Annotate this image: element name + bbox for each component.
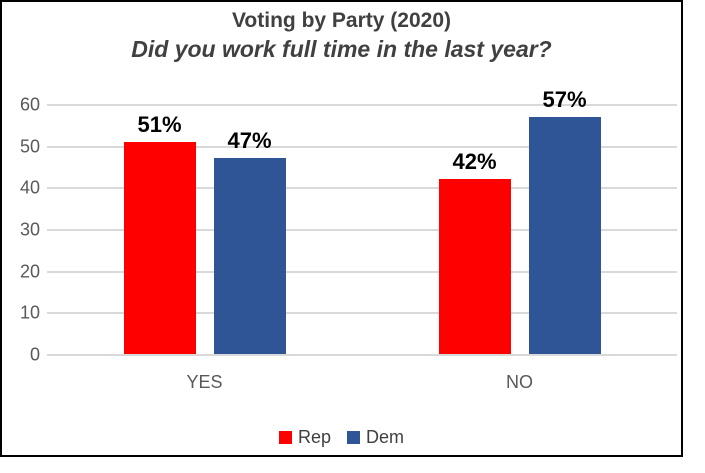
data-label-dem-yes: 47% bbox=[227, 128, 272, 154]
data-label-dem-no: 57% bbox=[542, 86, 587, 112]
legend-item-rep: Rep bbox=[278, 427, 331, 448]
gridline-30 bbox=[47, 229, 677, 231]
y-tick-label-60: 60 bbox=[19, 94, 40, 115]
data-label-rep-yes: 51% bbox=[137, 111, 182, 137]
chart-subtitle: Did you work full time in the last year? bbox=[131, 36, 552, 62]
y-tick-label-50: 50 bbox=[19, 136, 40, 157]
plot-area: 51% 47% 42% 57% bbox=[47, 87, 677, 356]
legend-label: Dem bbox=[366, 427, 405, 447]
gridline-40 bbox=[47, 187, 677, 190]
gridline-60 bbox=[47, 104, 677, 106]
gridline-0 bbox=[47, 354, 677, 356]
bar-dem-no bbox=[528, 116, 601, 354]
gridline-20 bbox=[47, 270, 677, 273]
y-tick-label-30: 30 bbox=[19, 219, 40, 240]
y-tick-label-40: 40 bbox=[19, 177, 40, 198]
gridline-10 bbox=[47, 312, 677, 315]
legend: Rep Dem bbox=[2, 427, 681, 448]
legend-item-dem: Dem bbox=[347, 427, 404, 448]
bar-rep-no bbox=[438, 179, 511, 354]
gridline-50 bbox=[47, 145, 677, 148]
legend-label: Rep bbox=[297, 427, 331, 447]
bar-rep-yes bbox=[123, 141, 196, 354]
data-label-rep-no: 42% bbox=[452, 149, 497, 174]
x-category-label-no: NO bbox=[506, 372, 533, 392]
bar-dem-yes bbox=[213, 158, 286, 354]
x-category-label-yes: YES bbox=[186, 372, 223, 392]
chart-title: Voting by Party (2020) bbox=[231, 9, 451, 32]
legend-swatch-icon bbox=[278, 431, 292, 444]
bar-chart: Voting by Party (2020) Did you work full… bbox=[0, 0, 683, 457]
y-tick-label-10: 10 bbox=[19, 302, 40, 323]
legend-swatch-icon bbox=[347, 431, 360, 444]
y-tick-label-20: 20 bbox=[19, 261, 40, 282]
y-tick-label-0: 0 bbox=[29, 344, 40, 365]
